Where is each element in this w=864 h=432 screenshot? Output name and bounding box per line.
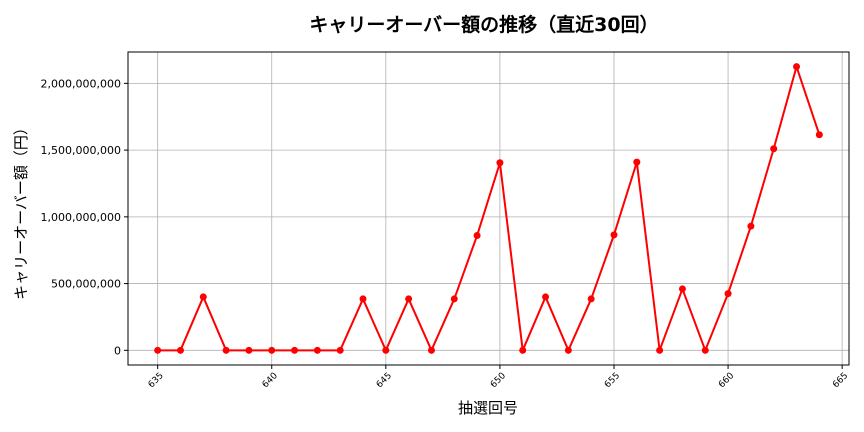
x-tick-label: 640 — [261, 371, 280, 390]
y-axis: 0 500,000,000 1,000,000,000 1,500,000,000 2,… — [41, 77, 128, 357]
data-point — [815, 131, 823, 139]
data-point — [268, 346, 276, 354]
x-tick-label: 645 — [375, 371, 394, 390]
x-tick-label: 655 — [603, 371, 622, 390]
grid — [128, 52, 849, 365]
y-axis-title: キャリーオーバー額（円） — [12, 120, 30, 300]
data-point — [519, 346, 527, 354]
plot-area — [127, 51, 850, 366]
x-tick-label: 660 — [717, 371, 736, 390]
x-tick-label: 635 — [147, 371, 166, 390]
data-point — [359, 295, 367, 303]
data-point — [245, 346, 253, 354]
data-point — [747, 222, 755, 230]
data-point — [473, 232, 481, 240]
data-point — [496, 159, 504, 167]
data-point — [222, 346, 230, 354]
series — [154, 63, 823, 354]
x-tick-label: 665 — [831, 371, 850, 390]
y-tick-label: 2,000,000,000 — [41, 77, 121, 90]
data-point — [154, 346, 162, 354]
y-tick-label: 1,500,000,000 — [41, 144, 121, 157]
data-point — [336, 346, 344, 354]
data-point — [678, 285, 686, 293]
y-tick-label: 0 — [114, 344, 121, 357]
data-point — [291, 346, 299, 354]
data-point — [633, 158, 641, 166]
data-point — [770, 145, 778, 153]
data-point — [610, 231, 618, 239]
data-point — [701, 346, 709, 354]
chart-title: キャリーオーバー額の推移（直近30回） — [309, 13, 658, 36]
series-line — [157, 65, 821, 352]
data-point — [199, 293, 207, 301]
data-point — [542, 293, 550, 301]
x-axis-title: 抽選回号 — [458, 399, 518, 417]
data-point — [382, 346, 390, 354]
data-point — [724, 290, 732, 298]
data-point — [176, 346, 184, 354]
data-point — [450, 295, 458, 303]
data-point — [587, 295, 595, 303]
data-point — [427, 346, 435, 354]
x-axis: 635 640 645 650 655 660 665 — [147, 365, 850, 390]
y-tick-label: 1,000,000,000 — [41, 211, 121, 224]
data-point — [656, 346, 664, 354]
data-point — [793, 63, 801, 71]
data-point — [405, 295, 413, 303]
y-tick-label: 500,000,000 — [51, 278, 121, 291]
x-tick-label: 650 — [489, 371, 508, 390]
data-point — [564, 346, 572, 354]
data-point — [313, 346, 321, 354]
